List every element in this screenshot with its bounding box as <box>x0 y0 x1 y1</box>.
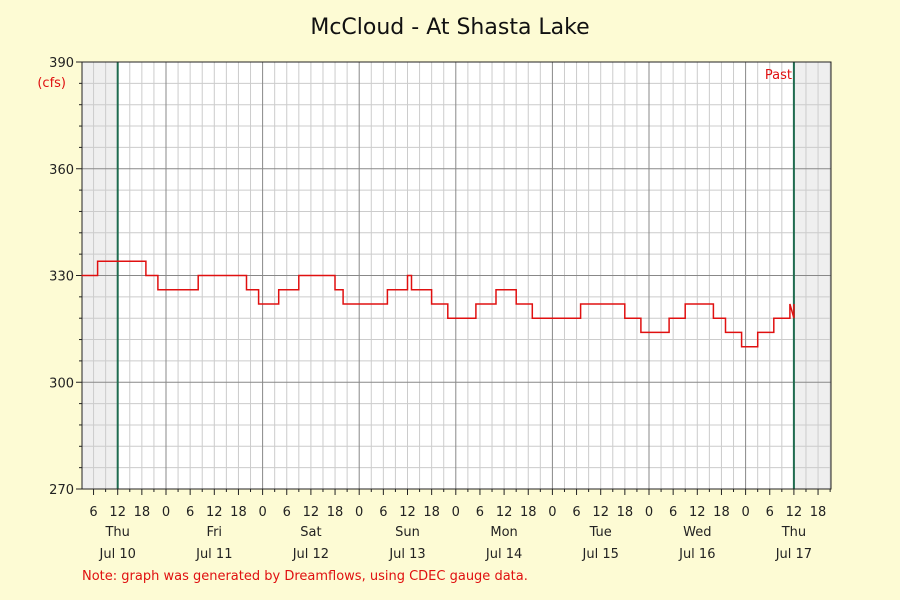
x-day-label: Thu <box>104 525 129 540</box>
y-unit-label: (cfs) <box>37 76 66 91</box>
x-date-label: Jul 15 <box>582 547 619 562</box>
x-day-label: Thu <box>781 525 806 540</box>
x-hour-label: 12 <box>399 505 416 520</box>
x-hour-label: 18 <box>134 505 151 520</box>
x-hour-label: 6 <box>476 505 484 520</box>
x-hour-label: 6 <box>669 505 677 520</box>
x-hour-label: 6 <box>379 505 387 520</box>
x-hour-label: 0 <box>452 505 460 520</box>
x-hour-label: 18 <box>230 505 247 520</box>
x-day-label: Tue <box>589 525 612 540</box>
x-hour-label: 6 <box>572 505 580 520</box>
x-hour-label: 0 <box>258 505 266 520</box>
x-hour-label: 6 <box>283 505 291 520</box>
x-hour-label: 18 <box>327 505 344 520</box>
y-tick-label: 270 <box>49 483 74 498</box>
chart-title: McCloud - At Shasta Lake <box>310 15 589 40</box>
y-tick-label: 300 <box>49 376 74 391</box>
x-day-label: Sat <box>300 525 321 540</box>
x-hour-label: 18 <box>713 505 730 520</box>
x-date-label: Jul 12 <box>292 547 329 562</box>
x-hour-label: 6 <box>89 505 97 520</box>
x-hour-label: 6 <box>186 505 194 520</box>
x-day-label: Mon <box>490 525 517 540</box>
x-hour-label: 12 <box>786 505 803 520</box>
y-tick-label: 330 <box>49 270 74 285</box>
footer-note: Note: graph was generated by Dreamflows,… <box>82 569 528 584</box>
x-hour-label: 12 <box>592 505 609 520</box>
x-date-label: Jul 16 <box>678 547 715 562</box>
x-hour-label: 12 <box>109 505 126 520</box>
x-hour-label: 12 <box>303 505 320 520</box>
x-hour-label: 0 <box>548 505 556 520</box>
x-date-label: Jul 13 <box>388 547 425 562</box>
x-hour-label: 0 <box>355 505 363 520</box>
x-hour-label: 0 <box>162 505 170 520</box>
x-date-label: Jul 17 <box>775 547 812 562</box>
x-hour-label: 12 <box>689 505 706 520</box>
x-hour-label: 18 <box>520 505 537 520</box>
x-hour-label: 18 <box>423 505 440 520</box>
x-hour-label: 0 <box>741 505 749 520</box>
x-day-label: Fri <box>207 525 223 540</box>
x-hour-label: 0 <box>645 505 653 520</box>
x-day-label: Wed <box>683 525 711 540</box>
x-date-label: Jul 14 <box>485 547 522 562</box>
past-label: Past <box>765 68 792 83</box>
x-hour-label: 6 <box>766 505 774 520</box>
x-hour-label: 12 <box>206 505 223 520</box>
x-hour-label: 12 <box>496 505 513 520</box>
x-hour-label: 18 <box>617 505 634 520</box>
y-tick-label: 390 <box>49 56 74 71</box>
y-tick-label: 360 <box>49 163 74 178</box>
x-date-label: Jul 11 <box>195 547 232 562</box>
flow-series-line <box>81 260 795 348</box>
plot-area: 270 300 330 360 390 6 12 18 0 6 12 18 0 6 12 18 0 6 12 18 0 6… <box>49 56 832 562</box>
x-hour-label: 18 <box>810 505 827 520</box>
x-day-label: Sun <box>395 525 420 540</box>
x-date-label: Jul 10 <box>99 547 136 562</box>
